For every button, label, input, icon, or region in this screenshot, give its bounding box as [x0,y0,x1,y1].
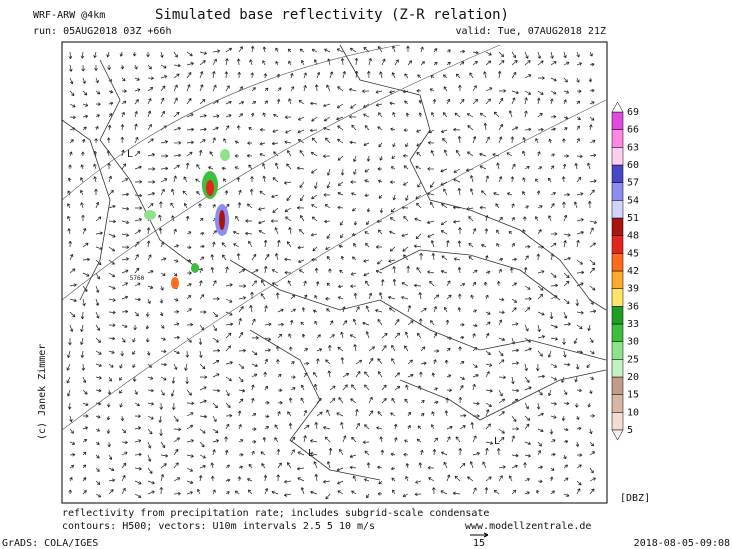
colorbar-label: 30 [627,337,639,348]
wind-vectors [66,45,597,500]
map-label: L [494,436,500,447]
colorbar: 5 10 15 20 25 30 33 36 39 42 45 48 51 54 57 60 63 66 69 [611,101,639,441]
site-label: www.modellzentrale.de [465,521,591,532]
colorbar-cell [611,164,624,183]
contours [61,44,607,431]
colorbar-label: 66 [627,125,639,136]
colorbar-cell [611,394,624,413]
colorbar-label: 36 [627,301,639,312]
colorbar-cell [611,182,624,201]
colorbar-end [611,429,624,441]
colorbar-end [611,101,624,113]
colorbar-label: 63 [627,142,639,153]
map-label: L [308,448,314,459]
colorbar-label: 45 [627,248,639,259]
colorbar-label: 54 [627,195,639,206]
footer-note: contours: H500; vectors: U10m intervals … [62,521,375,532]
borders [61,44,607,481]
map-label: 5760 [130,275,145,282]
colorbar-label: 25 [627,354,639,365]
colorbar-label: 33 [627,319,639,330]
colorbar-cell [611,253,624,272]
colorbar-cell [611,341,624,360]
colorbar-cell [611,200,624,219]
colorbar-label: 57 [627,178,639,189]
colorbar-label: 60 [627,160,639,171]
precip [144,149,230,289]
colorbar-cell [611,129,624,148]
colorbar-cell [611,306,624,325]
run-label: run: 05AUG2018 03Z +66h [33,26,171,37]
colorbar-cell [611,323,624,342]
colorbar-cell [611,235,624,254]
unit-label: [DBZ] [620,493,650,504]
colorbar-cell [611,217,624,236]
model-label: WRF-ARW @4km [33,10,105,21]
colorbar-label: 15 [627,390,639,401]
footer-note: reflectivity from precipitation rate; in… [62,508,489,519]
colorbar-label: 42 [627,266,639,277]
colorbar-label: 5 [627,425,633,436]
scale-arrow-head [483,532,489,538]
colorbar-label: 69 [627,107,639,118]
colorbar-cell [611,359,624,378]
colorbar-cell [611,376,624,395]
map-frame [61,41,608,504]
map-label: L [127,149,133,160]
vector-field [66,45,597,500]
colorbar-cell [611,270,624,289]
date-label: 2018-08-05-09:08 [634,538,730,549]
colorbar-label: 39 [627,284,639,295]
colorbar-label: 20 [627,372,639,383]
colorbar-cell [611,147,624,166]
valid-label: valid: Tue, 07AUG2018 21Z [455,26,606,37]
scale-label: 15 [473,538,485,549]
colorbar-label: 10 [627,407,639,418]
credit: (c) Janek Zimmer [37,344,48,440]
colorbar-label: 51 [627,213,639,224]
colorbar-label: 48 [627,231,639,242]
software-label: GrADS: COLA/IGES [2,538,98,549]
colorbar-cell [611,111,624,130]
colorbar-cell [611,288,624,307]
title: Simulated base reflectivity (Z-R relatio… [155,7,509,23]
colorbar-cell [611,412,624,431]
